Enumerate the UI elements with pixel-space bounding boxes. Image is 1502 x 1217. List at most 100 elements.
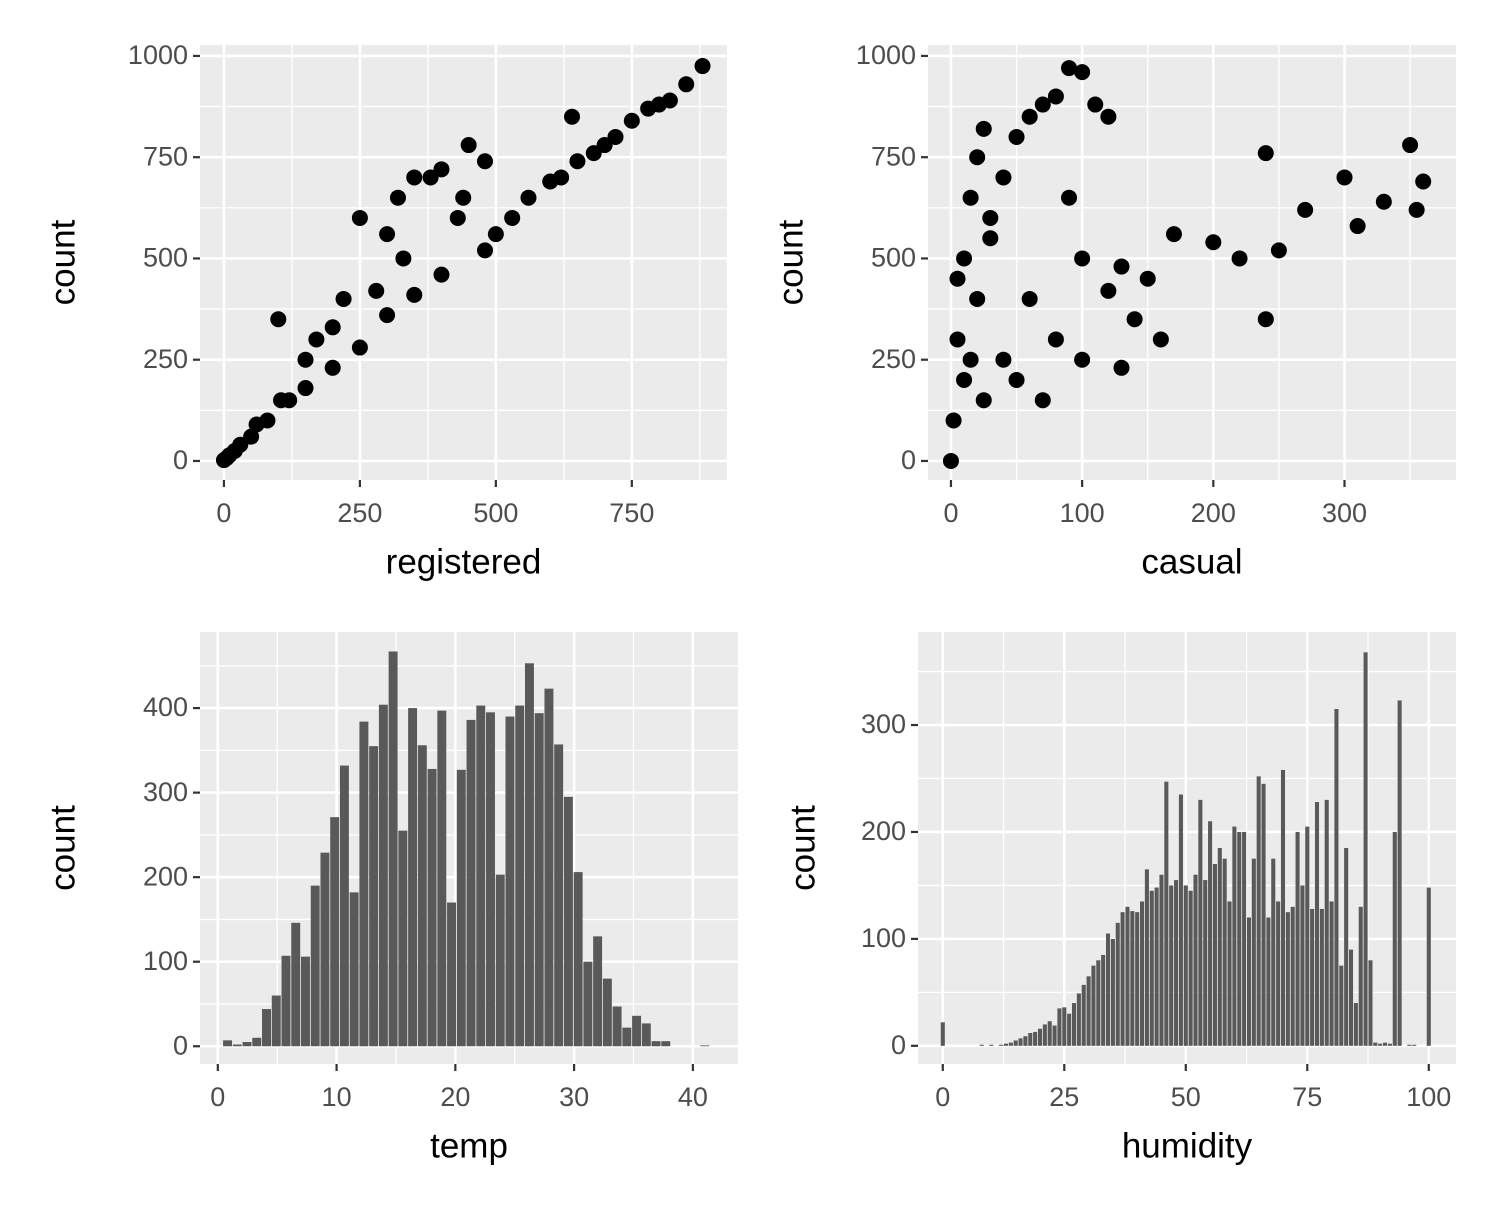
point: [455, 189, 472, 206]
bar: [456, 769, 466, 1047]
y-axis-title: count: [771, 219, 810, 305]
bar: [1276, 901, 1281, 1046]
bar: [1266, 917, 1271, 1046]
bar: [1222, 858, 1227, 1046]
bar: [1037, 1028, 1043, 1046]
bar: [1193, 874, 1198, 1046]
bar: [563, 796, 573, 1047]
bar: [1387, 1043, 1392, 1046]
y-tick-label: 0: [891, 1030, 906, 1060]
bar: [1110, 938, 1115, 1046]
bar: [1358, 906, 1363, 1046]
point: [1113, 359, 1130, 376]
point: [504, 209, 521, 226]
point: [324, 319, 341, 336]
bar: [1125, 906, 1130, 1046]
bar: [1013, 1040, 1018, 1046]
point: [1061, 189, 1078, 206]
y-tick-label: 0: [173, 1030, 188, 1060]
bar: [1256, 776, 1261, 1046]
bar: [1397, 700, 1402, 1046]
point: [969, 290, 986, 307]
point: [995, 351, 1012, 368]
point: [623, 112, 640, 129]
point: [956, 250, 973, 267]
point: [1349, 218, 1366, 235]
bar: [1178, 794, 1183, 1046]
bar: [524, 663, 534, 1047]
point: [1408, 201, 1425, 218]
bar: [544, 688, 554, 1047]
point: [259, 412, 276, 429]
x-tick-label: 100: [1406, 1082, 1451, 1112]
y-tick-label: 750: [871, 141, 916, 171]
bar: [583, 961, 593, 1047]
bar: [1324, 799, 1329, 1046]
bar: [1261, 783, 1266, 1046]
point: [942, 452, 959, 469]
bar: [388, 651, 398, 1047]
point: [487, 226, 504, 243]
bar: [1348, 949, 1354, 1046]
point: [476, 242, 493, 259]
bar: [1407, 1044, 1412, 1046]
bar: [1412, 1044, 1417, 1046]
bar: [641, 1023, 651, 1047]
bar: [349, 892, 359, 1047]
x-tick-label: 30: [559, 1082, 589, 1112]
point: [962, 189, 979, 206]
bar: [1334, 708, 1339, 1046]
bar: [320, 852, 330, 1047]
bar: [554, 744, 564, 1047]
bar: [1329, 901, 1334, 1046]
x-tick-label: 200: [1191, 498, 1236, 528]
point: [956, 371, 973, 388]
bar: [1154, 887, 1159, 1046]
bar: [495, 874, 505, 1047]
x-axis-title: registered: [386, 542, 542, 581]
bar: [1378, 1043, 1383, 1046]
point: [969, 149, 986, 166]
point: [368, 282, 385, 299]
point: [1034, 96, 1051, 113]
bar: [1033, 1031, 1038, 1046]
bar: [1237, 831, 1242, 1046]
bar: [1135, 912, 1140, 1046]
bar: [1305, 826, 1310, 1046]
x-tick-label: 0: [210, 1082, 225, 1112]
x-tick-label: 25: [1049, 1082, 1079, 1112]
bar: [1149, 890, 1154, 1046]
bar: [1047, 1021, 1052, 1046]
bar: [1071, 1003, 1077, 1046]
point: [975, 120, 992, 137]
point: [1074, 250, 1091, 267]
point: [1074, 351, 1091, 368]
point: [1257, 311, 1274, 328]
bar: [979, 1044, 984, 1046]
y-tick-label: 100: [143, 946, 188, 976]
bar: [1067, 1013, 1072, 1046]
bar: [1344, 848, 1349, 1046]
y-tick-label: 200: [861, 816, 906, 846]
bar: [573, 872, 583, 1047]
y-tick-label: 1000: [128, 40, 188, 70]
bar: [999, 1044, 1004, 1046]
point: [297, 380, 314, 397]
bar: [602, 978, 612, 1047]
bar: [330, 817, 340, 1047]
bar: [1368, 960, 1373, 1046]
bar: [1290, 906, 1295, 1046]
point: [395, 250, 412, 267]
x-tick-label: 20: [440, 1082, 470, 1112]
point: [520, 189, 537, 206]
point: [1087, 96, 1104, 113]
bar: [223, 1040, 233, 1047]
point: [1415, 173, 1432, 190]
bar: [466, 719, 476, 1047]
x-axis-title: temp: [430, 1126, 508, 1165]
bar: [534, 713, 544, 1047]
bar: [1008, 1042, 1013, 1046]
point: [945, 412, 962, 429]
point: [949, 331, 966, 348]
bar: [1169, 885, 1174, 1046]
